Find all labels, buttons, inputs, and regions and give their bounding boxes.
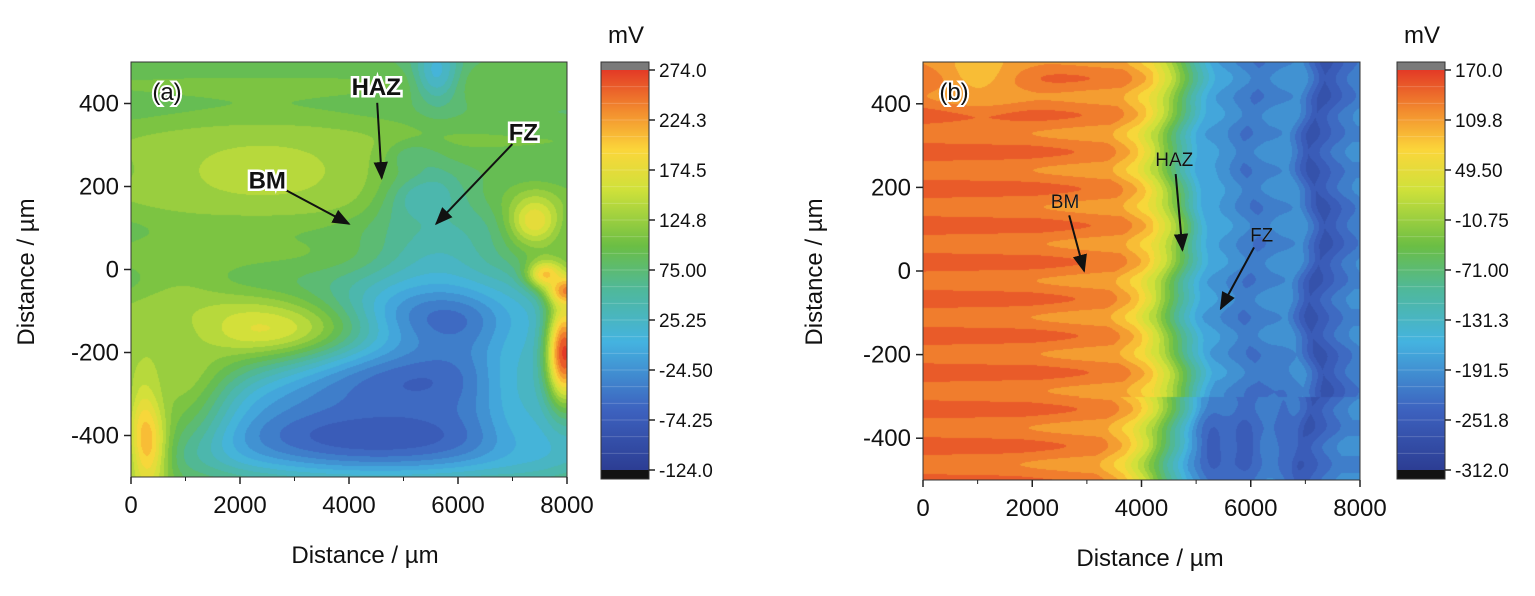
x-axis-label-b: Distance / µm (1076, 545, 1223, 572)
colorbar-b-under (1397, 470, 1445, 479)
colorbar-b-tick-label: 170.0 (1455, 61, 1503, 82)
colorbar-a-bands (601, 86, 649, 454)
axes-a: 0 2000 4000 6000 8000 -400 -200 0 200 400 (71, 91, 594, 520)
axis-a-y-tick-label: -200 (71, 340, 119, 367)
colorbar-a-unit: mV (608, 22, 644, 49)
axis-a-x-tick-label: 2000 (213, 492, 266, 519)
y-axis-label-a: Distance / µm (13, 198, 40, 345)
colorbar-b-tick-label: -71.00 (1455, 261, 1509, 282)
colorbar-a-tick-label: -24.50 (659, 361, 713, 382)
panel-a-annotation-halo: BM (249, 167, 286, 194)
axis-a-y-tick-label: 200 (79, 174, 119, 201)
colorbar-a-ticks: 274.0 224.3 174.5 124.8 75.00 25.25 -24.50 -74.… (649, 61, 713, 482)
axis-b-x-tick-label: 0 (916, 495, 929, 522)
panel-a-annotation-bm: BM (249, 167, 286, 194)
heatmap-a (131, 62, 567, 477)
colorbar-b-tick-label: 49.50 (1455, 161, 1503, 182)
colorbar-a-tick-label: 224.3 (659, 111, 707, 132)
panel-b-annotation-halo: FZ (1250, 225, 1274, 246)
axis-b-y-tick-label: -200 (863, 342, 911, 369)
axis-a-y-tick-label: -400 (71, 423, 119, 450)
axis-b-x-tick-label: 2000 (1006, 495, 1059, 522)
panel-b-arrow-fz (1219, 246, 1255, 311)
colorbar-b-tick-label: -251.8 (1455, 411, 1509, 432)
axis-b-y-tick-label: -400 (863, 425, 911, 452)
panel-a-arrow-haz (373, 102, 388, 180)
colorbar-a-tick-label: 174.5 (659, 161, 707, 182)
panel-b-annotation-halo: HAZ (1155, 150, 1193, 171)
colorbar-a-tick-label: 124.8 (659, 211, 707, 232)
axis-b-y-tick-label: 0 (898, 258, 911, 285)
axis-a-y-tick-label: 400 (79, 91, 119, 118)
colorbar-b-unit: mV (1404, 22, 1440, 49)
colorbar-a-tick-label: -74.25 (659, 411, 713, 432)
y-axis-label-b: Distance / µm (801, 198, 828, 345)
colorbar-a-tick-label: 274.0 (659, 61, 707, 82)
panel-b-annotation-fz: FZ (1250, 225, 1274, 246)
panel-b-arrow-haz (1173, 173, 1189, 252)
panel-a-annotation-halo: FZ (509, 120, 538, 147)
axis-a-y-tick-label: 0 (106, 257, 119, 284)
axis-b-x-tick-label: 6000 (1224, 495, 1277, 522)
colorbar-a-over (601, 62, 649, 70)
colorbar-a-tick-label: 25.25 (659, 311, 707, 332)
heatmap-a-container (131, 62, 567, 477)
axes-b: 0 2000 4000 6000 8000 -400 -200 0 200 400 (863, 91, 1387, 522)
colorbar-b-tick-label: -10.75 (1455, 211, 1509, 232)
axis-b-y-tick-label: 400 (871, 91, 911, 118)
axis-b-x-tick-label: 8000 (1333, 495, 1386, 522)
panel-b-annotation-halo: BM (1051, 192, 1080, 213)
colorbar-a-tick-label: -124.0 (659, 461, 713, 482)
heatmap-b-container (923, 62, 1360, 480)
panel-a-annotation-halo: HAZ (352, 74, 401, 101)
colorbar-b-ticks: 170.0 109.8 49.50 -10.75 -71.00 -131.3 -191.5 -… (1445, 61, 1509, 482)
panel-b-arrow-bm (1068, 215, 1087, 273)
heatmap-b (923, 62, 1360, 480)
colorbar-b-tick-label: -312.0 (1455, 461, 1509, 482)
panel-a-annotation-fz: FZ (509, 120, 538, 147)
axis-a-x-tick-label: 0 (124, 492, 137, 519)
axis-a-x-tick-label: 6000 (431, 492, 484, 519)
colorbar-b (1397, 70, 1445, 470)
panel-a-label-halo: (a) (152, 79, 181, 106)
panel-a-arrow-fz (434, 143, 514, 226)
colorbar-a-tick-label: 75.00 (659, 261, 707, 282)
colorbar-b-tick-label: -131.3 (1455, 311, 1509, 332)
axis-a-x-tick-label: 4000 (322, 492, 375, 519)
panel-a-arrow-bm (280, 186, 351, 225)
colorbar-b-bands (1397, 86, 1445, 454)
axis-a-x-tick-label: 8000 (540, 492, 593, 519)
x-axis-label-a: Distance / µm (291, 542, 438, 569)
panel-b-annotation-haz: HAZ (1155, 150, 1193, 171)
colorbar-b-over (1397, 62, 1445, 70)
axis-b-y-tick-label: 200 (871, 174, 911, 201)
panel-b-label: (b) (939, 79, 968, 106)
axis-b-x-tick-label: 4000 (1115, 495, 1168, 522)
colorbar-a-under (601, 470, 649, 479)
panel-a-annotation-haz: HAZ (352, 74, 401, 101)
panel-b-annotation-bm: BM (1051, 192, 1080, 213)
colorbar-b-tick-label: -191.5 (1455, 361, 1509, 382)
colorbar-b-tick-label: 109.8 (1455, 111, 1503, 132)
panel-b-label-halo: (b) (939, 79, 968, 106)
panel-a-label: (a) (152, 79, 181, 106)
colorbar-a (601, 70, 649, 470)
